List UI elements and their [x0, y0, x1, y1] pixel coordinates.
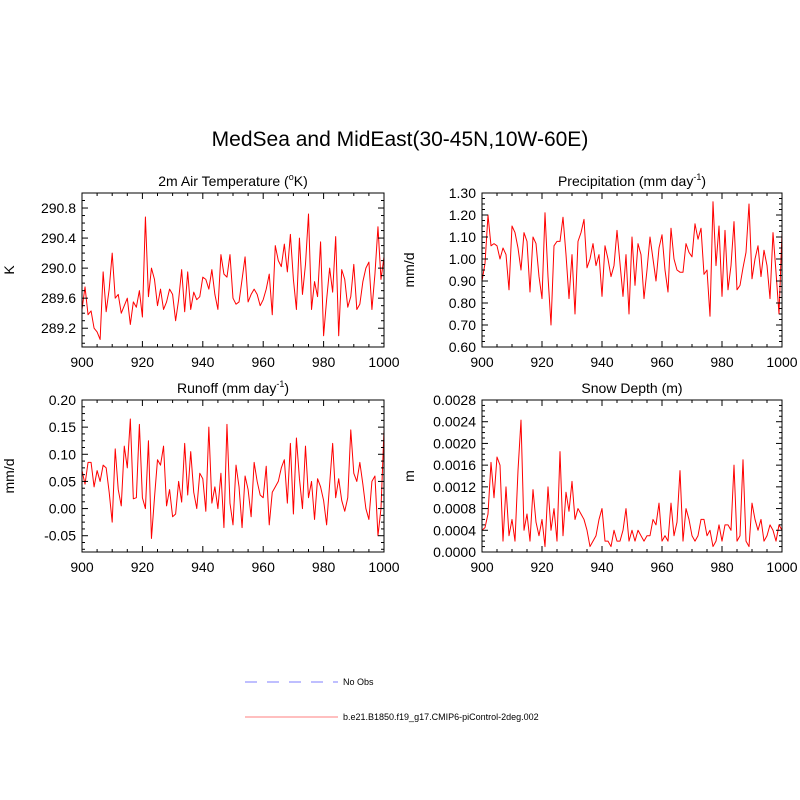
panel-title-main: Precipitation (mm day [558, 173, 693, 189]
y-tick-label: 0.70 [449, 317, 476, 333]
x-tick-label: 900 [70, 559, 94, 575]
y-tick-label: 290.8 [41, 200, 76, 216]
y-tick-label: 0.0008 [433, 501, 476, 517]
x-tick-label: 980 [312, 559, 336, 575]
panel-1: 900 920 940 960 980 1000 289.2 289.6 290.0 290.4 2… [1, 172, 400, 370]
x-tick-label: 900 [470, 559, 494, 575]
x-tick-label: 920 [131, 354, 155, 370]
x-tick-label: 960 [650, 354, 674, 370]
y-tick-label: 289.2 [41, 320, 76, 336]
y-axis-label: K [1, 265, 17, 275]
y-tick-label: 0.0004 [433, 522, 476, 538]
x-tick-label: 980 [710, 559, 734, 575]
panel-title: Precipitation (mm day-1) [558, 172, 706, 189]
x-tick-label: 900 [70, 354, 94, 370]
y-tick-label: -0.05 [44, 528, 76, 544]
panel-title-tail: K) [294, 173, 308, 189]
panel-title-tail: ) [284, 380, 289, 396]
panel-title: Snow Depth (m) [581, 380, 682, 396]
series-line [81, 418, 385, 539]
y-tick-label: 0.0000 [433, 544, 476, 560]
y-tick-label: 1.20 [449, 207, 476, 223]
series-line [481, 201, 783, 326]
legend-obs-label: No Obs [343, 677, 374, 687]
y-tick-label: 289.6 [41, 290, 76, 306]
x-tick-label: 980 [312, 354, 336, 370]
x-tick-label: 960 [252, 354, 276, 370]
panel-title: Runoff (mm day-1) [177, 379, 289, 396]
y-axis-label: mm/d [1, 459, 17, 494]
y-tick-label: 0.0028 [433, 392, 476, 408]
panel-2: 900 920 940 960 980 1000 0.60 0.70 0.80 0.90 1.00 1… [401, 172, 798, 370]
y-tick-label: 0.80 [449, 295, 476, 311]
x-tick-label: 920 [530, 559, 554, 575]
y-tick-label: 0.00 [49, 501, 76, 517]
panel-title-main: Runoff (mm day [177, 380, 276, 396]
panel-3: 900 920 940 960 980 1000 -0.05 0.00 0.05 0.10 0.15… [1, 379, 400, 575]
y-tick-label: 0.05 [49, 473, 76, 489]
y-tick-label: 1.10 [449, 229, 476, 245]
y-tick-label: 1.00 [449, 251, 476, 267]
panel-title-superscript: -1 [693, 172, 701, 182]
chart-main-title: MedSea and MidEast(30-45N,10W-60E) [211, 128, 589, 151]
x-tick-label: 940 [191, 559, 215, 575]
y-tick-label: 0.0016 [433, 457, 476, 473]
series-line [481, 419, 783, 548]
y-tick-label: 0.0020 [433, 435, 476, 451]
y-tick-label: 0.10 [49, 446, 76, 462]
y-tick-label: 290.4 [41, 230, 76, 246]
y-tick-label: 0.15 [49, 419, 76, 435]
series-line [81, 213, 385, 340]
y-tick-label: 0.0024 [433, 414, 476, 430]
x-tick-label: 960 [650, 559, 674, 575]
y-tick-label: 1.30 [449, 185, 476, 201]
panel-title-main: 2m Air Temperature ( [158, 173, 289, 189]
y-tick-label: 0.20 [49, 392, 76, 408]
x-tick-label: 920 [530, 354, 554, 370]
panel-4: 900 920 940 960 980 1000 0.0000 0.0004 0.0008 0.0… [401, 380, 798, 575]
panel-title-main: Snow Depth (m) [581, 380, 682, 396]
x-tick-label: 920 [131, 559, 155, 575]
panel-title-superscript: -1 [276, 379, 284, 389]
x-tick-label: 900 [470, 354, 494, 370]
legend-model-label: b.e21.B1850.f19_g17.CMIP6-piControl-2deg… [343, 712, 539, 722]
x-tick-label: 960 [252, 559, 276, 575]
y-tick-label: 0.90 [449, 273, 476, 289]
y-tick-label: 0.0012 [433, 479, 476, 495]
y-axis-label: m [401, 470, 417, 482]
x-tick-label: 1000 [368, 354, 399, 370]
y-tick-label: 290.0 [41, 260, 76, 276]
y-tick-label: 0.60 [449, 339, 476, 355]
x-tick-label: 940 [191, 354, 215, 370]
y-axis-label: mm/d [401, 253, 417, 288]
x-tick-label: 980 [710, 354, 734, 370]
panel-title: 2m Air Temperature (oK) [158, 172, 307, 189]
x-tick-label: 1000 [368, 559, 399, 575]
x-tick-label: 940 [590, 354, 614, 370]
x-tick-label: 940 [590, 559, 614, 575]
x-tick-label: 1000 [766, 354, 797, 370]
x-tick-label: 1000 [766, 559, 797, 575]
panel-title-superscript: o [289, 172, 294, 182]
panel-title-tail: ) [701, 173, 706, 189]
